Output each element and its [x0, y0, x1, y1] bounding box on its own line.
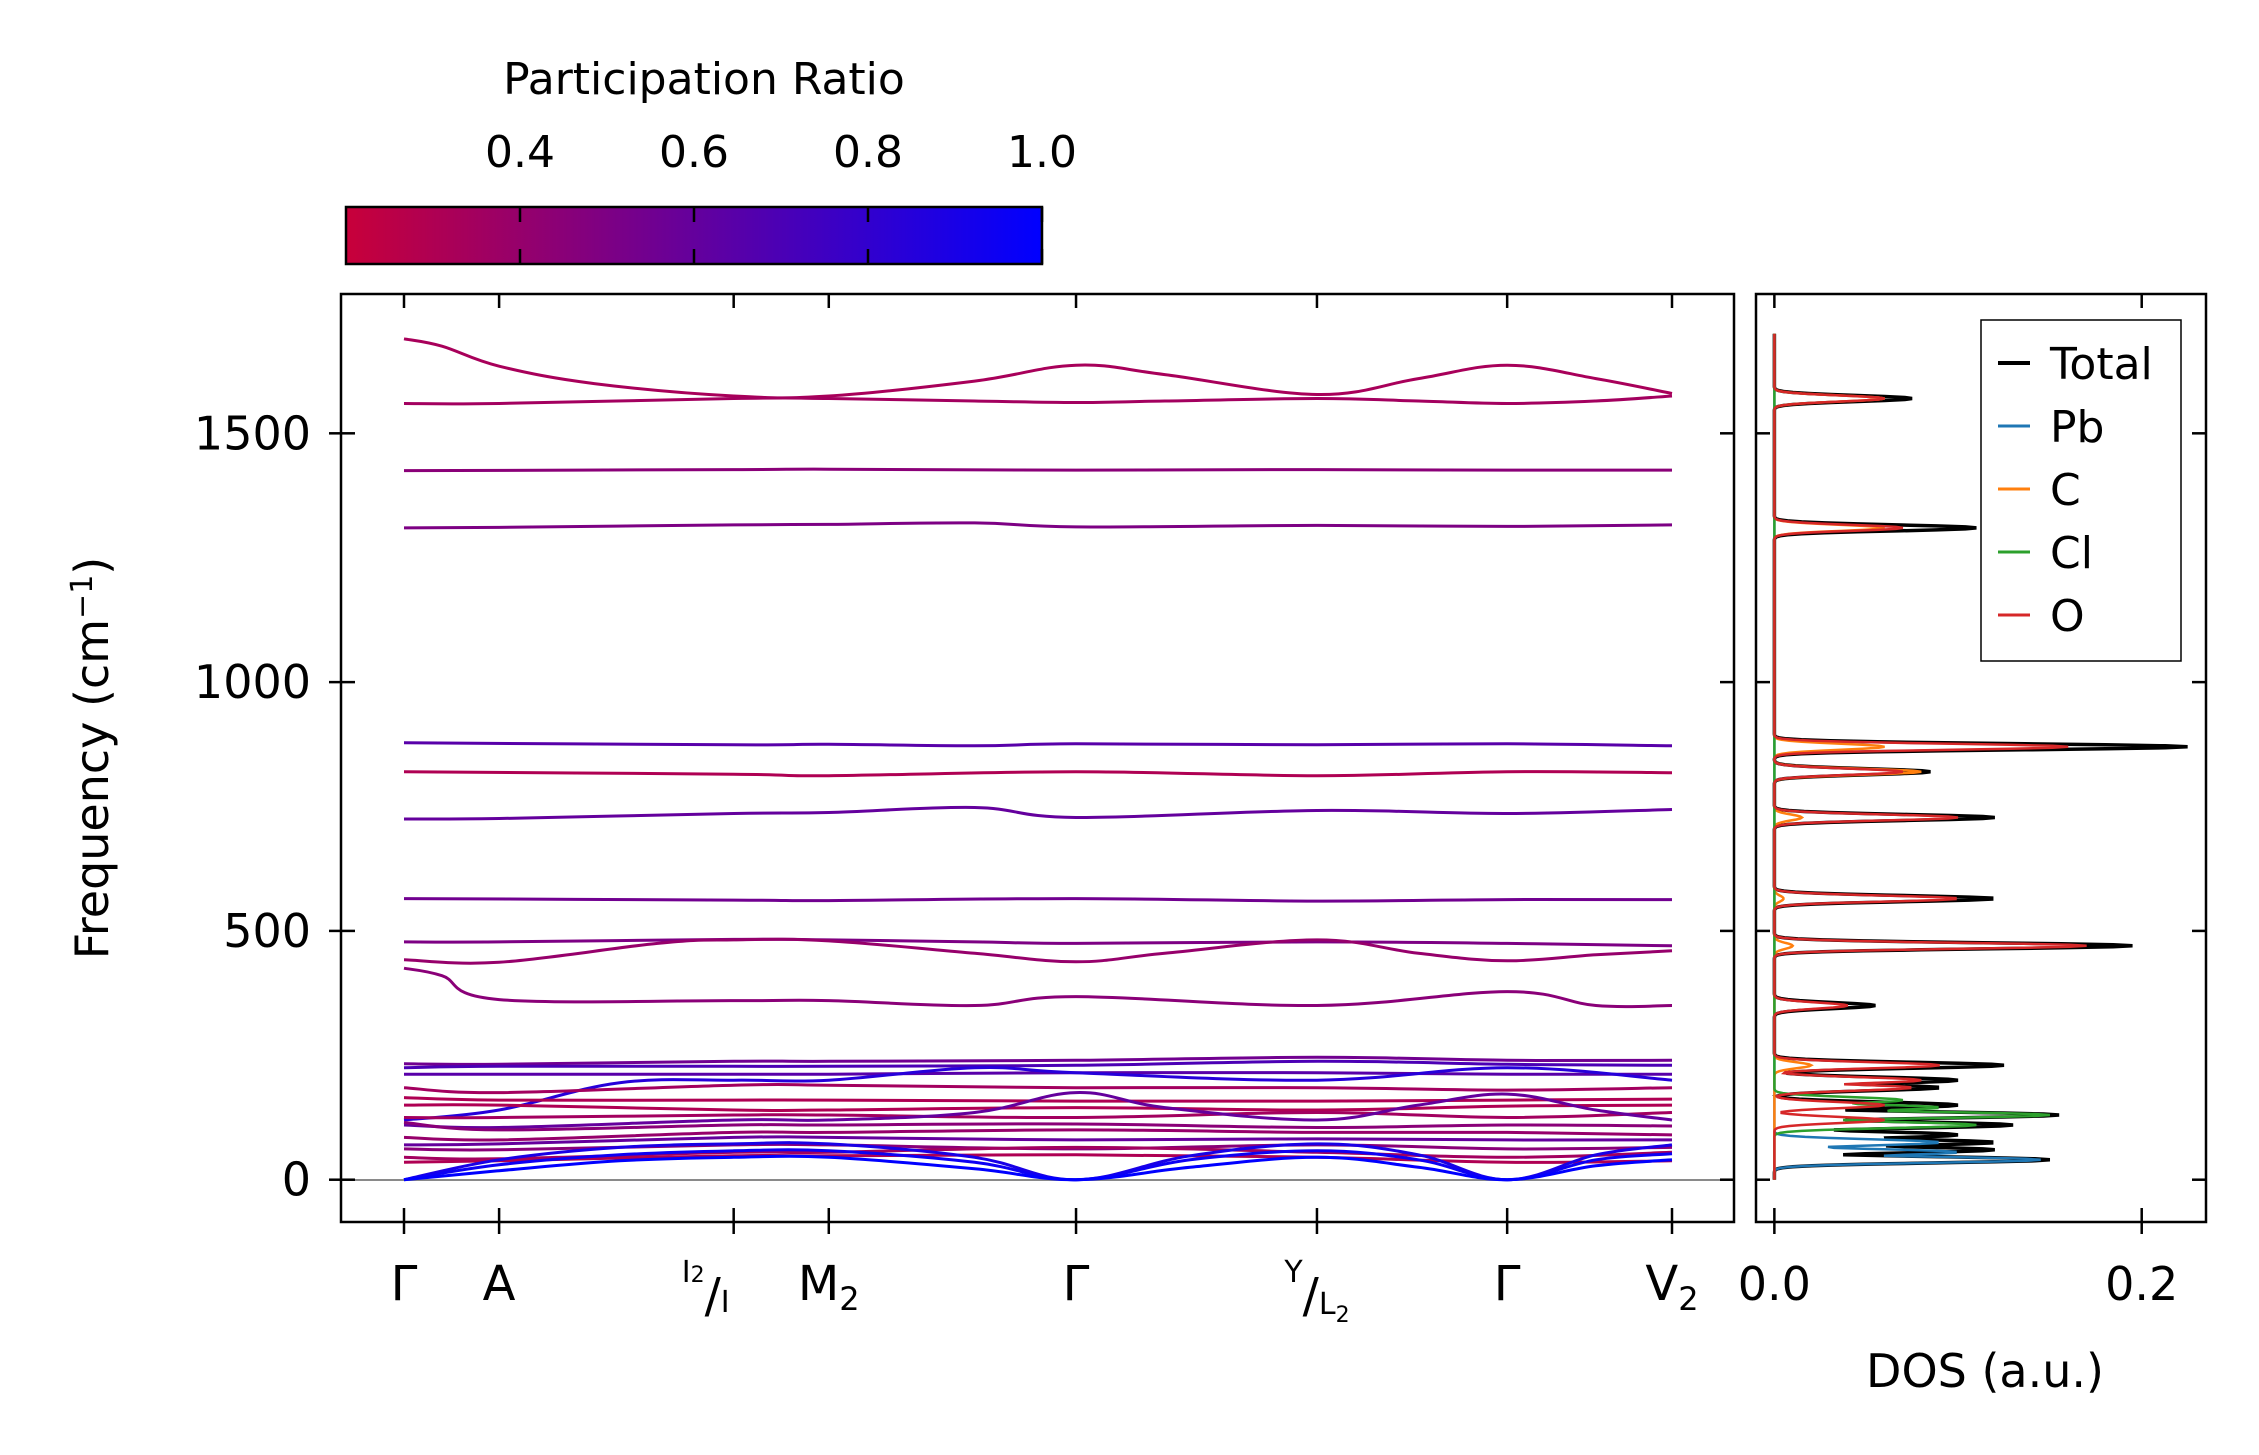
colorbar-tick-label: 0.8: [833, 127, 903, 178]
band-line-b5: [403, 741, 1673, 748]
k-point-label: V2: [1645, 1256, 1698, 1318]
k-point-label: Γ: [391, 1256, 418, 1312]
colorbar-tick-label: 1.0: [1007, 127, 1077, 178]
legend-label-pb: Pb: [2050, 402, 2104, 453]
band-line-b19: [403, 1110, 1673, 1120]
band-line-b20: [403, 1091, 1673, 1130]
band-line-b3: [403, 467, 1673, 473]
band-line-b6: [403, 770, 1673, 778]
legend: Total Pb C Cl O: [1980, 319, 2182, 662]
y-tick-label: 500: [223, 904, 311, 958]
k-point-label: Γ: [1063, 1256, 1090, 1312]
legend-label-cl: Cl: [2050, 528, 2093, 579]
band-line-b4: [403, 521, 1673, 530]
band-line-b23: [403, 1135, 1673, 1147]
band-structure-panel: 0 500 1000 1500 Γ A I2/I M2 Γ Y/L2 Γ V2 Frequency …: [65, 292, 1736, 1328]
band-line-b1: [403, 337, 1673, 400]
y-tick-label: 1000: [194, 655, 311, 709]
band-line-b26: [403, 1153, 1673, 1164]
band-line-b18: [403, 1103, 1673, 1113]
band-line-b8: [403, 897, 1673, 903]
k-point-label: A: [483, 1256, 516, 1312]
y-tick-label: 1500: [194, 406, 311, 460]
k-point-label: M2: [798, 1256, 860, 1318]
band-line-b16: [403, 1082, 1673, 1095]
legend-label-o: O: [2050, 591, 2085, 642]
band-line-b21: [403, 1121, 1673, 1132]
band-line-b10: [403, 937, 1673, 965]
band-line-b2: [403, 394, 1673, 406]
colorbar-tick-label: 0.4: [485, 127, 555, 178]
band-line-b17: [403, 1096, 1673, 1103]
band-line-b7: [403, 805, 1673, 821]
band-line-b14: [404, 1071, 1673, 1076]
dos-line-c: [1773, 333, 1922, 1180]
legend-label-total: Total: [2049, 339, 2153, 390]
band-line-b9: [403, 937, 1673, 948]
colorbar-label: Participation Ratio: [503, 54, 905, 105]
colorbar-tick-label: 0.6: [659, 127, 729, 178]
k-point-label: I2/I: [682, 1255, 730, 1324]
dos-x-tick-label: 0.0: [1738, 1257, 1811, 1311]
band-line-b11: [403, 966, 1673, 1009]
band-line-b13: [403, 1059, 1673, 1070]
y-tick-label: 0: [282, 1153, 311, 1207]
dos-x-axis-label: DOS (a.u.): [1866, 1344, 2104, 1398]
band-line-b29: [403, 1154, 1673, 1182]
k-point-label: Γ: [1494, 1256, 1521, 1312]
band-axes-frame: [339, 292, 1736, 1224]
colorbar: Participation Ratio 0.4 0.6 0.8 1.0: [344, 54, 1077, 266]
dos-axes-frame: [1754, 292, 2208, 1224]
y-axis-label: Frequency (cm−1): [65, 557, 119, 960]
band-line-b22: [403, 1128, 1673, 1142]
k-point-label: Y/L2: [1283, 1255, 1349, 1328]
band-line-b12: [403, 1055, 1673, 1066]
dos-line-o: [1773, 333, 2087, 1180]
dos-x-tick-label: 0.2: [2105, 1257, 2178, 1311]
legend-label-c: C: [2050, 465, 2081, 516]
dos-panel: 0.0 0.2 DOS (a.u.) Total Pb C Cl O: [1738, 292, 2208, 1398]
